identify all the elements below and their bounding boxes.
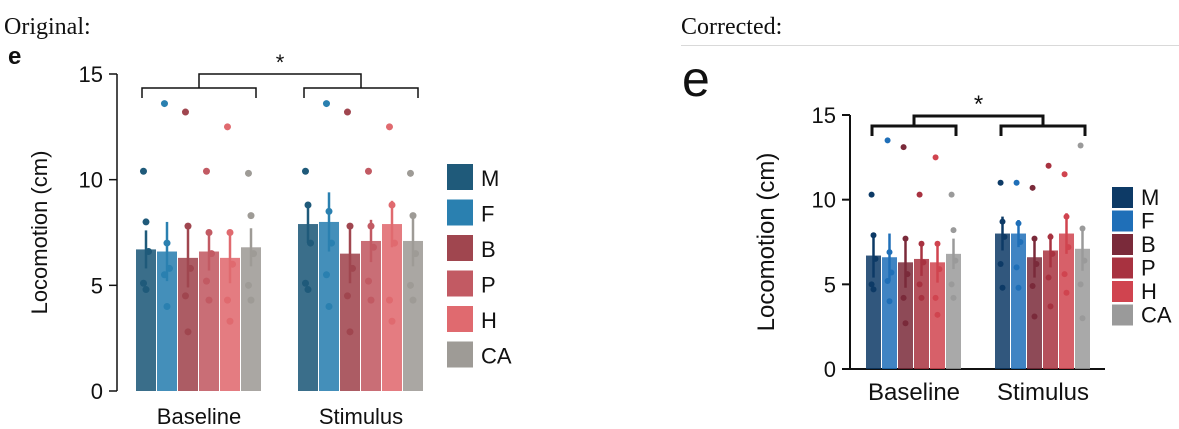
undefined-data-point — [887, 249, 893, 255]
undefined-data-point — [933, 154, 939, 160]
undefined-data-point — [1078, 281, 1084, 287]
undefined-data-point — [885, 278, 891, 284]
undefined-legend-swatch-f — [1112, 211, 1133, 232]
undefined-legend-swatch-h — [1112, 281, 1133, 302]
undefined-data-point — [1065, 244, 1071, 250]
undefined-x-tick-label: Stimulus — [997, 379, 1089, 406]
undefined-data-point — [1048, 234, 1054, 240]
undefined-data-point — [949, 192, 955, 198]
undefined-data-point — [1046, 163, 1052, 169]
undefined-data-point — [1016, 285, 1022, 291]
undefined-data-point — [1000, 285, 1006, 291]
undefined-data-point — [1014, 180, 1020, 186]
undefined-data-point — [887, 298, 893, 304]
undefined-y-tick-label: 5 — [824, 272, 836, 297]
undefined-data-point — [1081, 258, 1087, 264]
undefined-data-point — [903, 236, 909, 242]
undefined-data-point — [1078, 142, 1084, 148]
undefined-data-point — [935, 241, 941, 247]
undefined-legend-swatch-ca — [1112, 305, 1133, 326]
undefined-data-point — [1001, 234, 1007, 240]
undefined-data-point — [935, 312, 941, 318]
undefined-data-point — [1064, 214, 1070, 220]
undefined-data-point — [901, 295, 907, 301]
undefined-bar-p-stimulus — [1043, 250, 1058, 369]
undefined-data-point — [869, 192, 875, 198]
undefined-y-tick-label: 10 — [812, 188, 836, 213]
undefined-legend-label-ca: CA — [1141, 302, 1172, 327]
undefined-data-point — [917, 281, 923, 287]
undefined-data-point — [952, 258, 958, 264]
undefined-data-point — [1064, 290, 1070, 296]
undefined-group-bracket — [1001, 126, 1085, 136]
undefined-legend-swatch-b — [1112, 234, 1133, 255]
undefined-legend-label-f: F — [1141, 208, 1154, 233]
undefined-data-point — [1017, 239, 1023, 245]
undefined-data-point — [920, 259, 926, 265]
undefined-bar-ca-baseline — [946, 254, 961, 369]
undefined-data-point — [933, 295, 939, 301]
undefined-data-point — [1080, 315, 1086, 321]
undefined-data-point — [951, 295, 957, 301]
undefined-data-point — [919, 295, 925, 301]
undefined-group-bracket — [872, 126, 956, 136]
undefined-data-point — [1048, 303, 1054, 309]
undefined-data-point — [1032, 314, 1038, 320]
undefined-data-point — [871, 232, 877, 238]
undefined-x-tick-label: Baseline — [868, 379, 960, 406]
undefined-panel-letter: e — [682, 51, 710, 107]
undefined-data-point — [1062, 271, 1068, 277]
undefined-legend-label-p: P — [1141, 255, 1156, 280]
undefined-data-point — [903, 320, 909, 326]
undefined-data-point — [885, 137, 891, 143]
undefined-data-point — [1030, 283, 1036, 289]
undefined-data-point — [919, 241, 925, 247]
undefined-data-point — [1046, 275, 1052, 281]
undefined-y-tick-label: 0 — [824, 357, 836, 382]
undefined-data-point — [1000, 219, 1006, 225]
undefined-legend-label-b: B — [1141, 232, 1156, 257]
undefined-data-point — [1032, 236, 1038, 242]
undefined-data-point — [1016, 220, 1022, 226]
undefined-data-point — [1033, 261, 1039, 267]
undefined-data-point — [1080, 225, 1086, 231]
undefined-plot: e 0 5 10 15 Locomotion (cm) Baseline Stimulus * M… — [682, 51, 1172, 406]
undefined-data-point — [951, 227, 957, 233]
undefined-data-point — [949, 281, 955, 287]
undefined-data-point — [1014, 264, 1020, 270]
undefined-data-point — [872, 256, 878, 262]
undefined-data-point — [1049, 251, 1055, 257]
undefined-bar-f-stimulus — [1011, 234, 1026, 369]
undefined-legend-swatch-p — [1112, 258, 1133, 279]
undefined-legend-label-m: M — [1141, 185, 1159, 210]
undefined-data-point — [1062, 171, 1068, 177]
undefined-bar-m-stimulus — [995, 234, 1010, 369]
undefined-data-point — [936, 266, 942, 272]
undefined-legend-swatch-m — [1112, 187, 1133, 208]
undefined-data-point — [998, 180, 1004, 186]
undefined-data-point — [871, 286, 877, 292]
undefined-data-point — [904, 271, 910, 277]
undefined-data-point — [917, 192, 923, 198]
undefined-y-tick-label: 15 — [812, 103, 836, 128]
undefined-data-point — [998, 261, 1004, 267]
undefined-data-point — [901, 144, 907, 150]
undefined-significance-star: * — [974, 91, 983, 118]
undefined-y-axis-label: Locomotion (cm) — [753, 153, 780, 332]
undefined-data-point — [888, 269, 894, 275]
undefined-legend-label-h: H — [1141, 279, 1157, 304]
undefined-data-point — [1030, 185, 1036, 191]
